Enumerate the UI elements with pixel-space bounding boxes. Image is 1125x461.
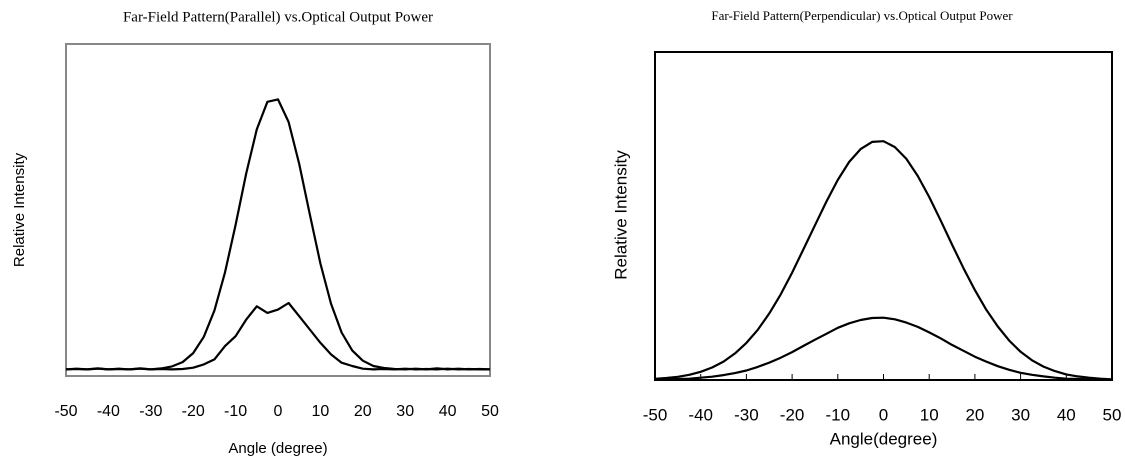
x-tick-label: -20 (780, 405, 805, 424)
x-tick-label: 50 (481, 403, 499, 420)
x-tick-label: -30 (139, 403, 162, 420)
x-tick-label: 20 (965, 405, 984, 424)
chart-title: Far-Field Pattern(Perpendicular) vs.Opti… (711, 8, 1013, 23)
x-tick-label: -40 (688, 405, 713, 424)
plot-frame (65, 43, 491, 377)
x-tick-label: -10 (224, 403, 247, 420)
x-tick-label: 40 (439, 403, 457, 420)
x-tick-label: 20 (354, 403, 372, 420)
plot-frame (654, 51, 1113, 381)
y-axis-label: Relative Intensity (611, 150, 630, 280)
x-tick-label: 50 (1103, 405, 1122, 424)
data-line (65, 98, 491, 371)
x-axis-label: Angle (degree) (228, 440, 327, 457)
data-line (65, 301, 490, 371)
chart-title: Far-Field Pattern(Parallel) vs.Optical O… (123, 9, 433, 25)
x-tick-label: 0 (879, 405, 888, 424)
x-tick-label: -50 (643, 405, 668, 424)
data-line (654, 140, 1113, 381)
x-tick-label: -40 (97, 403, 120, 420)
x-tick-label: -50 (54, 403, 77, 420)
y-axis-label: Relative Intensity (11, 152, 28, 267)
x-tick-label: -10 (826, 405, 851, 424)
x-tick-label: 0 (274, 403, 283, 420)
x-tick-label: 30 (1011, 405, 1030, 424)
x-axis-label: Angle(degree) (830, 429, 938, 448)
x-tick-label: -30 (734, 405, 759, 424)
x-tick-label: 40 (1057, 405, 1076, 424)
x-tick-label: 30 (396, 403, 414, 420)
data-line (654, 316, 1112, 381)
x-tick-label: 10 (920, 405, 939, 424)
x-tick-label: 10 (312, 403, 330, 420)
x-tick-label: -20 (182, 403, 205, 420)
